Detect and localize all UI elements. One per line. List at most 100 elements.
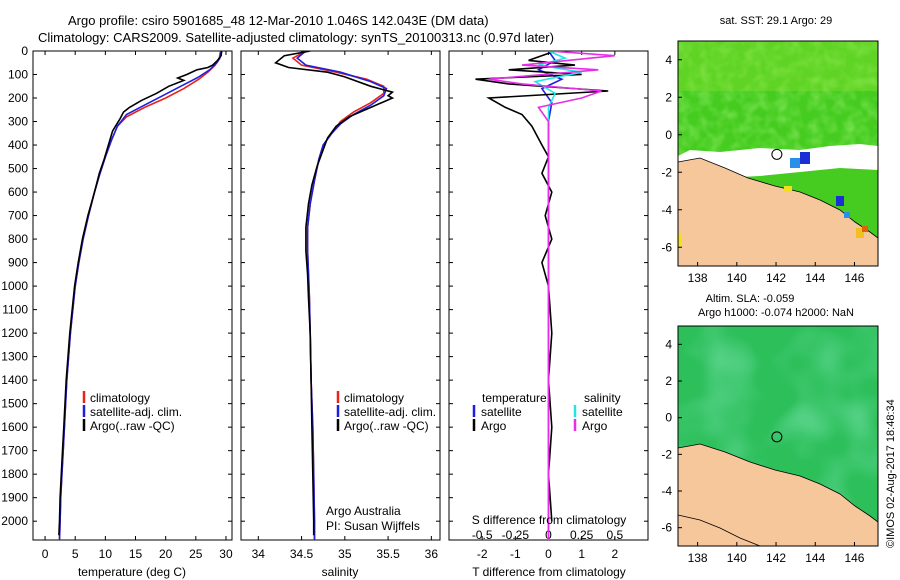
map-y-tick-label: 0 — [665, 128, 672, 142]
depth-tick-label: 300 — [8, 115, 28, 129]
sst-map — [678, 41, 878, 266]
depth-axis: 0 100 200 300 400 500 600 700 800 900 1000 1100 1200… — [1, 44, 648, 528]
legend-label: climatology — [344, 391, 404, 405]
sla-map-title1: Altim. SLA: -0.059 — [706, 293, 795, 305]
sst-cold-patch — [836, 196, 844, 206]
temperature-xlabel: temperature (deg C) — [78, 565, 186, 579]
credit-line2: PI: Susan Wijffels — [326, 519, 420, 533]
depth-tick-label: 1200 — [1, 326, 28, 340]
map-x-tick-label: 144 — [805, 551, 825, 565]
sst-warm-band — [678, 41, 878, 91]
x-tick-label: 15 — [129, 547, 143, 561]
legend-label: Argo — [481, 419, 507, 433]
map-y-tick-label: -4 — [661, 203, 672, 217]
map-y-tick-label: -6 — [661, 521, 672, 535]
map-y-tick-label: 2 — [665, 90, 672, 104]
series-line — [488, 51, 615, 540]
map-y-tick-label: -2 — [661, 165, 672, 179]
difference-series — [475, 51, 615, 540]
sla-land — [678, 443, 878, 546]
depth-tick-label: 2000 — [1, 514, 28, 528]
map-x-tick-label: 140 — [727, 271, 747, 285]
depth-tick-label: 1700 — [1, 444, 28, 458]
legend-label: satellite-adj. clim. — [344, 405, 436, 419]
temperature-legend: climatology satellite-adj. clim. Argo(..… — [82, 391, 182, 433]
map-x-tick-label: 142 — [766, 551, 786, 565]
map-x-tick-label: 138 — [688, 271, 708, 285]
map-y-tick-label: -4 — [661, 484, 672, 498]
depth-tick-label: 900 — [8, 256, 28, 270]
map-x-tick-label: 140 — [727, 551, 747, 565]
sst-cold-patch — [844, 212, 850, 218]
sst-map-axes: 138 140 142 144 146 4 2 0 -2 -4 -6 — [661, 53, 864, 285]
timestamp-stamp: ©IMOS 02-Aug-2017 18:48:34 — [885, 399, 897, 548]
sst-texture — [678, 41, 878, 161]
sst-warm-patch — [862, 226, 868, 232]
series-line — [475, 51, 609, 522]
x-tick-label: 10 — [99, 547, 113, 561]
salinity-legend: climatology satellite-adj. clim. Argo(..… — [336, 391, 436, 433]
x-tick-label: -2 — [477, 547, 488, 561]
x-tick-label: 20 — [159, 547, 173, 561]
map-y-tick-label: 0 — [665, 411, 672, 425]
x-tick-label: 34 — [252, 547, 266, 561]
depth-tick-label: 400 — [8, 138, 28, 152]
map-y-tick-label: -6 — [661, 240, 672, 254]
salinity-panel — [240, 50, 441, 541]
depth-tick-label: 1500 — [1, 397, 28, 411]
map-y-tick-label: 4 — [665, 337, 672, 351]
depth-tick-label: 1300 — [1, 350, 28, 364]
depth-tick-label: 600 — [8, 185, 28, 199]
map-y-tick-label: 2 — [665, 374, 672, 388]
sst-map-frame — [677, 40, 879, 267]
s-tick-label: 0.5 — [606, 528, 623, 542]
x-tick-label: 1 — [578, 547, 585, 561]
header-line2: Climatology: CARS2009. Satellite-adjuste… — [38, 30, 554, 45]
sla-map-axes: 138 140 142 144 146 4 2 0 -2 -4 -6 — [661, 337, 864, 565]
difference-xlabel: T difference from climatology — [472, 565, 626, 579]
x-tick-label: 35.5 — [376, 547, 400, 561]
legend-title-salinity: salinity — [584, 391, 621, 405]
x-tick-label: 5 — [72, 547, 79, 561]
sst-cold-patch — [790, 158, 800, 168]
depth-tick-label: 1100 — [2, 303, 28, 317]
map-y-tick-label: -2 — [661, 447, 672, 461]
depth-tick-label: 800 — [8, 232, 28, 246]
map-x-tick-label: 144 — [805, 271, 825, 285]
difference-xlabel-top: S difference from climatology — [472, 513, 627, 527]
s-tick-label: 0.25 — [570, 528, 594, 542]
sst-warm-patch — [678, 234, 682, 248]
s-tick-label: -0.25 — [502, 528, 530, 542]
argo-location-marker — [771, 431, 783, 443]
sst-map-title: sat. SST: 29.1 Argo: 29 — [720, 15, 833, 27]
depth-tick-label: 1400 — [1, 373, 28, 387]
series-line — [274, 51, 395, 536]
argo-location-marker — [771, 148, 783, 160]
sla-map — [678, 326, 878, 546]
x-tick-label: 30 — [219, 547, 233, 561]
depth-tick-label: 1800 — [1, 467, 28, 481]
legend-label: satellite — [481, 405, 522, 419]
x-tick-label: 0 — [42, 547, 49, 561]
temperature-panel — [32, 50, 233, 541]
temperature-series — [58, 51, 223, 540]
legend-label: climatology — [90, 391, 150, 405]
legend-label: Argo(..raw -QC) — [90, 419, 175, 433]
depth-tick-label: 1900 — [1, 491, 28, 505]
legend-label: Argo — [582, 419, 608, 433]
map-x-tick-label: 142 — [766, 271, 786, 285]
x-tick-label: 0 — [545, 547, 552, 561]
depth-tick-label: 0 — [21, 44, 28, 58]
depth-tick-label: 1600 — [1, 420, 28, 434]
legend-label: satellite — [582, 405, 623, 419]
temperature-axis-ticks: 0 5 10 15 20 25 30 — [42, 51, 233, 561]
sst-cold-patch — [800, 152, 810, 164]
map-x-tick-label: 138 — [688, 551, 708, 565]
salinity-axis-ticks: 34 34.5 35 35.5 36 — [252, 51, 438, 561]
sla-land-south — [678, 514, 761, 546]
depth-tick-label: 100 — [8, 68, 28, 82]
x-tick-label: 35 — [338, 547, 352, 561]
map-x-tick-label: 146 — [844, 551, 864, 565]
credit-line1: Argo Australia — [326, 504, 401, 518]
